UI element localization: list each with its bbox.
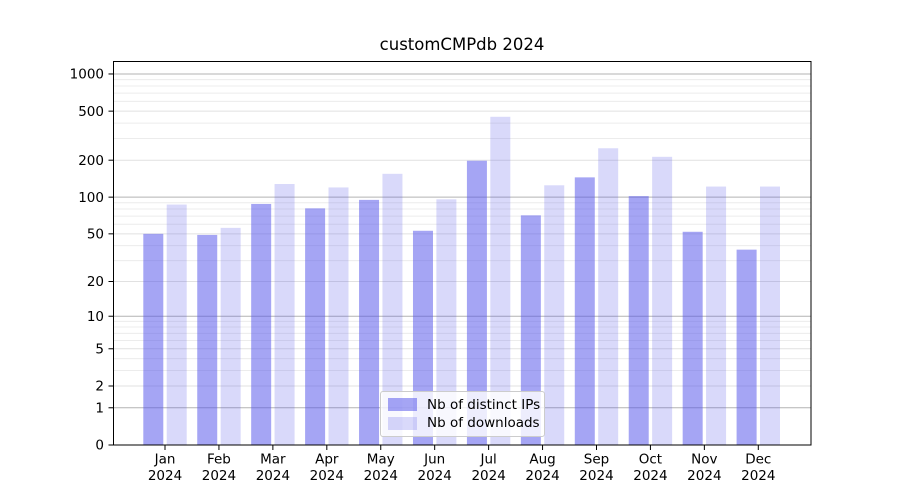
xtick-label-11-line2: 2024 [687,468,721,484]
bar-distinct-ips-11 [682,231,703,445]
bar-distinct-ips-1 [143,233,164,445]
xtick-label-8-line1: Aug [529,452,555,468]
xtick-label-8-line2: 2024 [525,468,559,484]
xtick-label-10-line2: 2024 [633,468,667,484]
xtick-label-3-line1: Mar [260,452,286,468]
xtick-label-6-line2: 2024 [418,468,452,484]
bar-distinct-ips-7 [466,160,487,445]
ytick-label-50: 50 [87,227,104,243]
legend-label-downloads: Nb of downloads [427,415,540,432]
bar-downloads-3 [274,184,295,445]
bar-downloads-10 [652,156,673,445]
xtick-label-5-line1: May [367,452,395,468]
bar-downloads-7 [490,116,511,445]
bar-downloads-11 [706,186,727,445]
xtick-label-10-line1: Oct [639,452,662,468]
bar-downloads-8 [544,185,565,445]
bar-downloads-2 [220,227,241,445]
bar-distinct-ips-12 [736,249,757,445]
xtick-label-1-line2: 2024 [148,468,182,484]
ytick-label-500: 500 [78,104,104,120]
xtick-label-1-line1: Jan [154,452,176,468]
bar-distinct-ips-10 [628,196,649,445]
legend-label-distinct-ips: Nb of distinct IPs [427,396,541,413]
xtick-label-12-line2: 2024 [741,468,775,484]
xtick-label-9-line2: 2024 [579,468,613,484]
xtick-label-3-line2: 2024 [256,468,290,484]
chart-title: customCMPdb 2024 [379,35,545,54]
bar-downloads-12 [760,186,780,445]
xtick-label-7-line2: 2024 [471,468,505,484]
ytick-label-5: 5 [95,341,104,357]
xtick-label-4-line2: 2024 [310,468,344,484]
bar-distinct-ips-5 [359,199,380,445]
plot-border [113,61,812,446]
xtick-label-2-line2: 2024 [202,468,236,484]
bar-downloads-6 [436,199,457,445]
ytick-label-1: 1 [95,400,104,416]
bar-downloads-4 [328,187,349,445]
ytick-label-2: 2 [95,379,104,395]
bar-distinct-ips-9 [574,177,595,445]
ytick-label-10: 10 [87,309,104,325]
legend: Nb of distinct IPs Nb of downloads [380,391,545,437]
bar-downloads-9 [598,148,619,445]
xtick-label-6-line1: Jun [423,452,445,468]
ytick-label-0: 0 [95,438,104,454]
bar-downloads-1 [166,204,187,445]
bar-distinct-ips-4 [305,208,326,445]
bar-downloads-5 [382,173,403,445]
xtick-label-11-line1: Nov [691,452,717,468]
ytick-label-20: 20 [87,274,104,290]
ytick-label-1000: 1000 [70,67,104,83]
xtick-label-9-line1: Sep [584,452,609,468]
bar-distinct-ips-3 [251,203,272,445]
legend-swatch-distinct-ips [388,398,417,412]
legend-item-distinct-ips: Nb of distinct IPs [388,396,541,413]
ytick-label-200: 200 [78,153,104,169]
xtick-label-4-line1: Apr [315,452,339,468]
legend-item-downloads: Nb of downloads [388,415,540,432]
bar-distinct-ips-2 [197,234,218,445]
bar-distinct-ips-8 [520,215,541,445]
ytick-label-100: 100 [78,190,104,206]
legend-swatch-downloads [388,416,417,430]
xtick-label-12-line1: Dec [745,452,771,468]
xtick-label-2-line1: Feb [207,452,231,468]
xtick-label-5-line2: 2024 [364,468,398,484]
xtick-label-7-line1: Jul [479,452,496,468]
